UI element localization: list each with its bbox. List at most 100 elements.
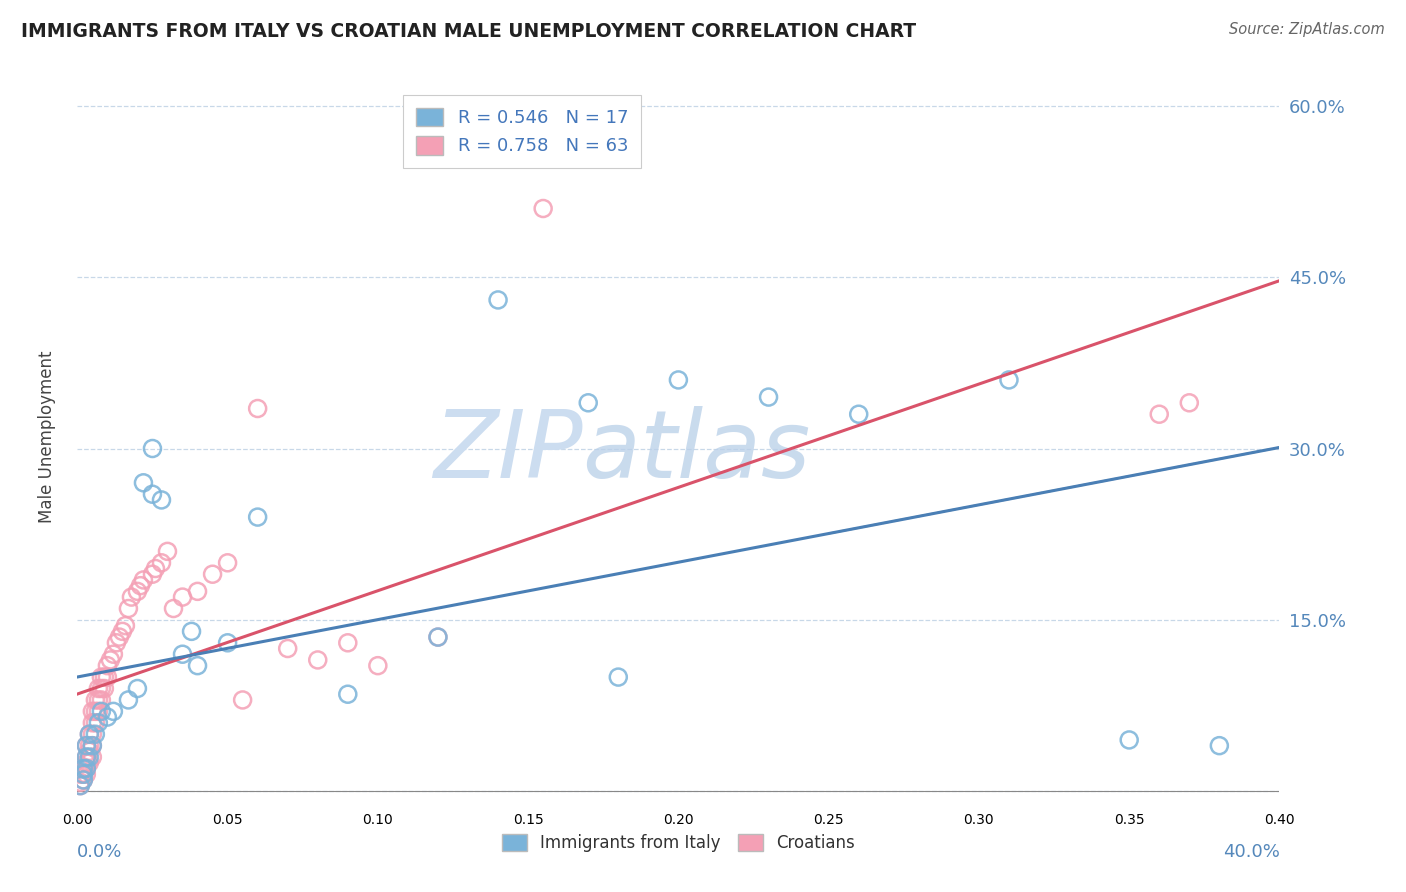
Point — [127, 584, 149, 599]
Point — [108, 630, 131, 644]
Point — [132, 475, 155, 490]
Point — [277, 641, 299, 656]
Point — [90, 681, 112, 696]
Point — [75, 767, 97, 781]
Point — [69, 775, 91, 789]
Point — [75, 762, 97, 776]
Point — [87, 681, 110, 696]
Point — [69, 779, 91, 793]
Point — [246, 401, 269, 416]
Point — [427, 630, 450, 644]
Point — [69, 767, 91, 781]
Point — [1178, 396, 1201, 410]
Point — [75, 762, 97, 776]
Point — [427, 630, 450, 644]
Point — [72, 762, 94, 776]
Point — [96, 658, 118, 673]
Point — [96, 710, 118, 724]
Point — [127, 681, 149, 696]
Point — [103, 705, 125, 719]
Point — [217, 636, 239, 650]
Point — [531, 202, 554, 216]
Point — [172, 647, 194, 661]
Point — [93, 670, 115, 684]
Text: IMMIGRANTS FROM ITALY VS CROATIAN MALE UNEMPLOYMENT CORRELATION CHART: IMMIGRANTS FROM ITALY VS CROATIAN MALE U… — [21, 22, 917, 41]
Point — [87, 715, 110, 730]
Point — [607, 670, 630, 684]
Point — [336, 636, 359, 650]
Point — [82, 750, 104, 764]
Point — [82, 739, 104, 753]
Point — [217, 556, 239, 570]
Point — [103, 647, 125, 661]
Point — [82, 727, 104, 741]
Point — [186, 584, 209, 599]
Text: ZIP: ZIP — [433, 406, 582, 497]
Point — [232, 693, 254, 707]
Point — [150, 492, 173, 507]
Point — [79, 727, 101, 741]
Point — [117, 601, 139, 615]
Point — [75, 739, 97, 753]
Point — [82, 715, 104, 730]
Point — [132, 573, 155, 587]
Point — [72, 767, 94, 781]
Point — [75, 756, 97, 770]
Point — [162, 601, 184, 615]
Point — [75, 750, 97, 764]
Point — [84, 705, 107, 719]
Point — [90, 670, 112, 684]
Point — [79, 727, 101, 741]
Legend: Immigrants from Italy, Croatians: Immigrants from Italy, Croatians — [494, 825, 863, 860]
Point — [72, 767, 94, 781]
Y-axis label: Male Unemployment: Male Unemployment — [38, 351, 56, 524]
Point — [367, 658, 389, 673]
Point — [72, 762, 94, 776]
Point — [87, 705, 110, 719]
Point — [1149, 407, 1171, 421]
Point — [72, 772, 94, 787]
Point — [150, 556, 173, 570]
Point — [114, 618, 136, 632]
Point — [90, 705, 112, 719]
Point — [82, 705, 104, 719]
Point — [201, 567, 224, 582]
Text: atlas: atlas — [582, 406, 810, 497]
Point — [111, 624, 134, 639]
Point — [145, 561, 167, 575]
Point — [84, 715, 107, 730]
Point — [758, 390, 780, 404]
Point — [141, 487, 163, 501]
Point — [141, 567, 163, 582]
Point — [96, 670, 118, 684]
Point — [156, 544, 179, 558]
Point — [82, 739, 104, 753]
Point — [79, 756, 101, 770]
Point — [486, 293, 509, 307]
Point — [93, 681, 115, 696]
Point — [72, 772, 94, 787]
Point — [84, 693, 107, 707]
Text: 40.0%: 40.0% — [1223, 843, 1279, 861]
Point — [117, 693, 139, 707]
Point — [79, 739, 101, 753]
Point — [129, 579, 152, 593]
Text: Source: ZipAtlas.com: Source: ZipAtlas.com — [1229, 22, 1385, 37]
Point — [1118, 733, 1140, 747]
Point — [336, 687, 359, 701]
Point — [246, 510, 269, 524]
Point — [141, 442, 163, 456]
Point — [84, 727, 107, 741]
Point — [75, 739, 97, 753]
Point — [576, 396, 599, 410]
Point — [105, 636, 128, 650]
Point — [90, 693, 112, 707]
Point — [186, 658, 209, 673]
Point — [75, 750, 97, 764]
Point — [69, 779, 91, 793]
Point — [79, 744, 101, 758]
Point — [1208, 739, 1230, 753]
Point — [100, 653, 122, 667]
Point — [998, 373, 1021, 387]
Point — [307, 653, 329, 667]
